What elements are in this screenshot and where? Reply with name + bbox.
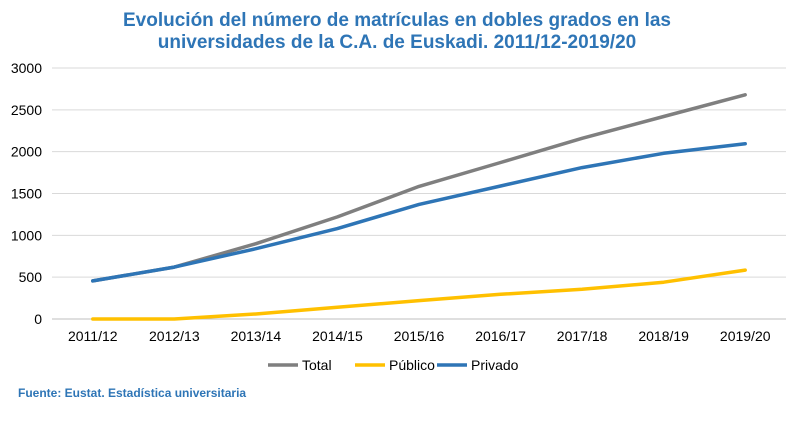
data-point (254, 242, 258, 245)
data-point (254, 247, 258, 250)
data-point (744, 268, 747, 272)
y-tick-label: 2500 (11, 102, 42, 118)
data-point (173, 317, 176, 321)
y-axis-ticks: 0 500 1000 1500 2000 2500 3000 (11, 60, 42, 327)
y-tick-label: 2000 (11, 144, 42, 160)
data-point (336, 227, 339, 230)
data-point (417, 185, 421, 188)
data-point (417, 203, 421, 206)
data-point (662, 152, 665, 155)
data-point (662, 281, 665, 284)
y-tick-label: 3000 (11, 60, 42, 76)
data-point (744, 142, 747, 145)
x-tick-label: 2019/20 (720, 328, 771, 344)
data-point (417, 299, 421, 302)
data-point (580, 288, 584, 291)
data-point (499, 293, 502, 296)
source-note: Fuente: Eustat. Estadística universitari… (18, 386, 246, 400)
gridlines (52, 67, 786, 320)
data-point (336, 215, 339, 219)
data-point (254, 312, 258, 316)
legend-label: Privado (471, 357, 519, 373)
x-tick-label: 2016/17 (475, 328, 526, 344)
y-tick-label: 1000 (11, 227, 42, 243)
x-tick-label: 2011/12 (68, 328, 118, 344)
data-point (580, 137, 584, 140)
x-tick-label: 2017/18 (557, 328, 608, 344)
data-point (499, 184, 502, 188)
chart-title: Evolución del número de matrículas en do… (123, 10, 671, 53)
series-lines (91, 93, 747, 321)
legend-label: Total (302, 357, 332, 373)
chart-title-line-1: Evolución del número de matrículas en do… (123, 10, 671, 31)
data-point (580, 166, 584, 169)
x-tick-label: 2012/13 (149, 328, 200, 344)
x-tick-label: 2014/15 (312, 328, 363, 344)
x-tick-label: 2013/14 (231, 328, 282, 344)
x-tick-label: 2015/16 (394, 328, 445, 344)
data-point (744, 93, 747, 97)
data-point (662, 115, 665, 118)
y-tick-label: 500 (19, 269, 43, 285)
chart-title-line-2: universidades de la C.A. de Euskadi. 201… (158, 32, 636, 53)
data-point (91, 279, 95, 283)
legend-label: Público (389, 357, 435, 373)
series-line-privado (91, 141, 747, 283)
data-point (91, 317, 95, 321)
x-tick-label: 2018/19 (638, 328, 689, 344)
y-tick-label: 1500 (11, 186, 42, 202)
y-tick-label: 0 (34, 311, 42, 327)
legend: Total Público Privado (268, 357, 519, 373)
data-point (173, 265, 176, 269)
data-point (499, 161, 502, 164)
data-point (336, 306, 339, 309)
x-axis-ticks: 2011/12 2012/13 2013/14 2014/15 2015/16 2016/… (68, 328, 771, 344)
series-line-total (91, 93, 747, 283)
